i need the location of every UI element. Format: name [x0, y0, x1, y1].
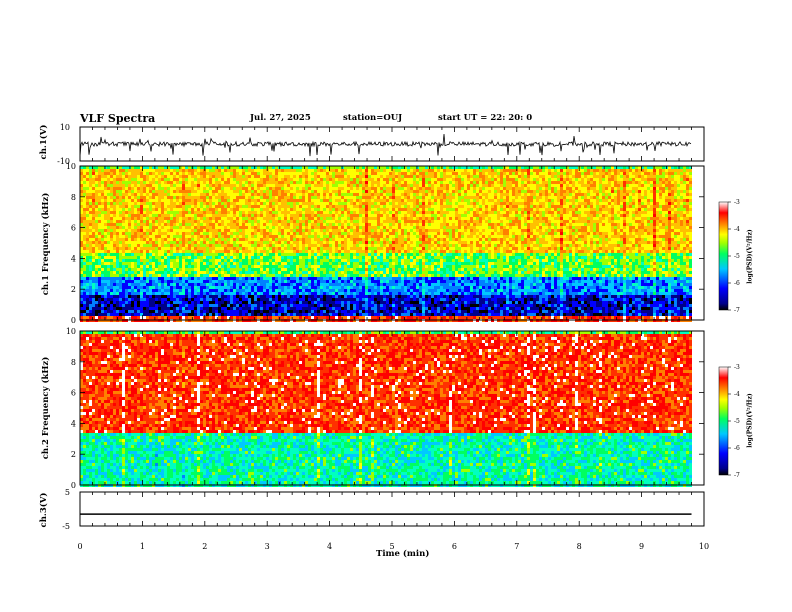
- x-tick-label: 7: [514, 542, 519, 551]
- ch1-waveform-frame: [79, 126, 705, 162]
- spec-ytick-label: 10: [66, 327, 76, 336]
- ch1-ytick-label: 10: [60, 123, 70, 132]
- x-tick-label: 4: [327, 542, 332, 551]
- spec-ytick-label: 2: [71, 450, 76, 459]
- colorbar-tick-label: -7: [734, 307, 740, 314]
- ch1-waveform-line: [79, 133, 692, 157]
- spec-ytick-label: 0: [71, 481, 76, 490]
- x-tick-label: 5: [389, 542, 394, 551]
- colorbar-tick-label: -5: [734, 253, 740, 260]
- start-time-label: start UT = 22: 20: 0: [438, 113, 532, 123]
- spec-ytick-label: 4: [71, 419, 76, 428]
- x-tick-label: 1: [140, 542, 145, 551]
- date-label: Jul. 27, 2025: [250, 113, 311, 123]
- spec-ytick-label: 4: [71, 254, 76, 263]
- spec-ytick-label: 0: [71, 316, 76, 325]
- spec-ytick-label: 6: [71, 389, 76, 398]
- x-tick-label: 0: [77, 542, 82, 551]
- x-axis-label: Time (min): [376, 549, 429, 559]
- colorbar1: [718, 201, 729, 311]
- x-tick-label: 6: [452, 542, 457, 551]
- x-tick-label: 9: [639, 542, 644, 551]
- x-tick-label: 3: [265, 542, 270, 551]
- colorbar-tick-label: -6: [734, 280, 740, 287]
- station-label: station=OUJ: [343, 113, 402, 123]
- x-tick-label: 8: [577, 542, 582, 551]
- spec-ytick-label: 10: [66, 162, 76, 171]
- colorbar-tick-label: -7: [734, 472, 740, 479]
- colorbar-tick-label: -3: [734, 364, 740, 371]
- chart-title: VLF Spectra: [80, 112, 155, 125]
- colorbar-tick-label: -3: [734, 199, 740, 206]
- x-tick-label: 2: [202, 542, 207, 551]
- ch3-waveform-frame: [79, 491, 705, 527]
- ch1-spectrogram: [80, 166, 704, 322]
- ch1-ytick-label: -10: [57, 157, 70, 166]
- colorbar-tick-label: -4: [734, 391, 740, 398]
- colorbar2: [718, 366, 729, 476]
- ch2-spectrogram: [80, 331, 704, 487]
- ch3-ytick-label: 5: [65, 488, 70, 497]
- colorbar-tick-label: -5: [734, 418, 740, 425]
- spec-ytick-label: 8: [71, 358, 76, 367]
- spec-ytick-label: 6: [71, 224, 76, 233]
- ch1-waveform-trace: [79, 133, 692, 157]
- spec-ytick-label: 8: [71, 193, 76, 202]
- x-tick-label: 10: [699, 542, 709, 551]
- colorbar-tick-label: -4: [734, 226, 740, 233]
- colorbar-tick-label: -6: [734, 445, 740, 452]
- ch3-ytick-label: -5: [62, 522, 70, 531]
- spec-ytick-label: 2: [71, 285, 76, 294]
